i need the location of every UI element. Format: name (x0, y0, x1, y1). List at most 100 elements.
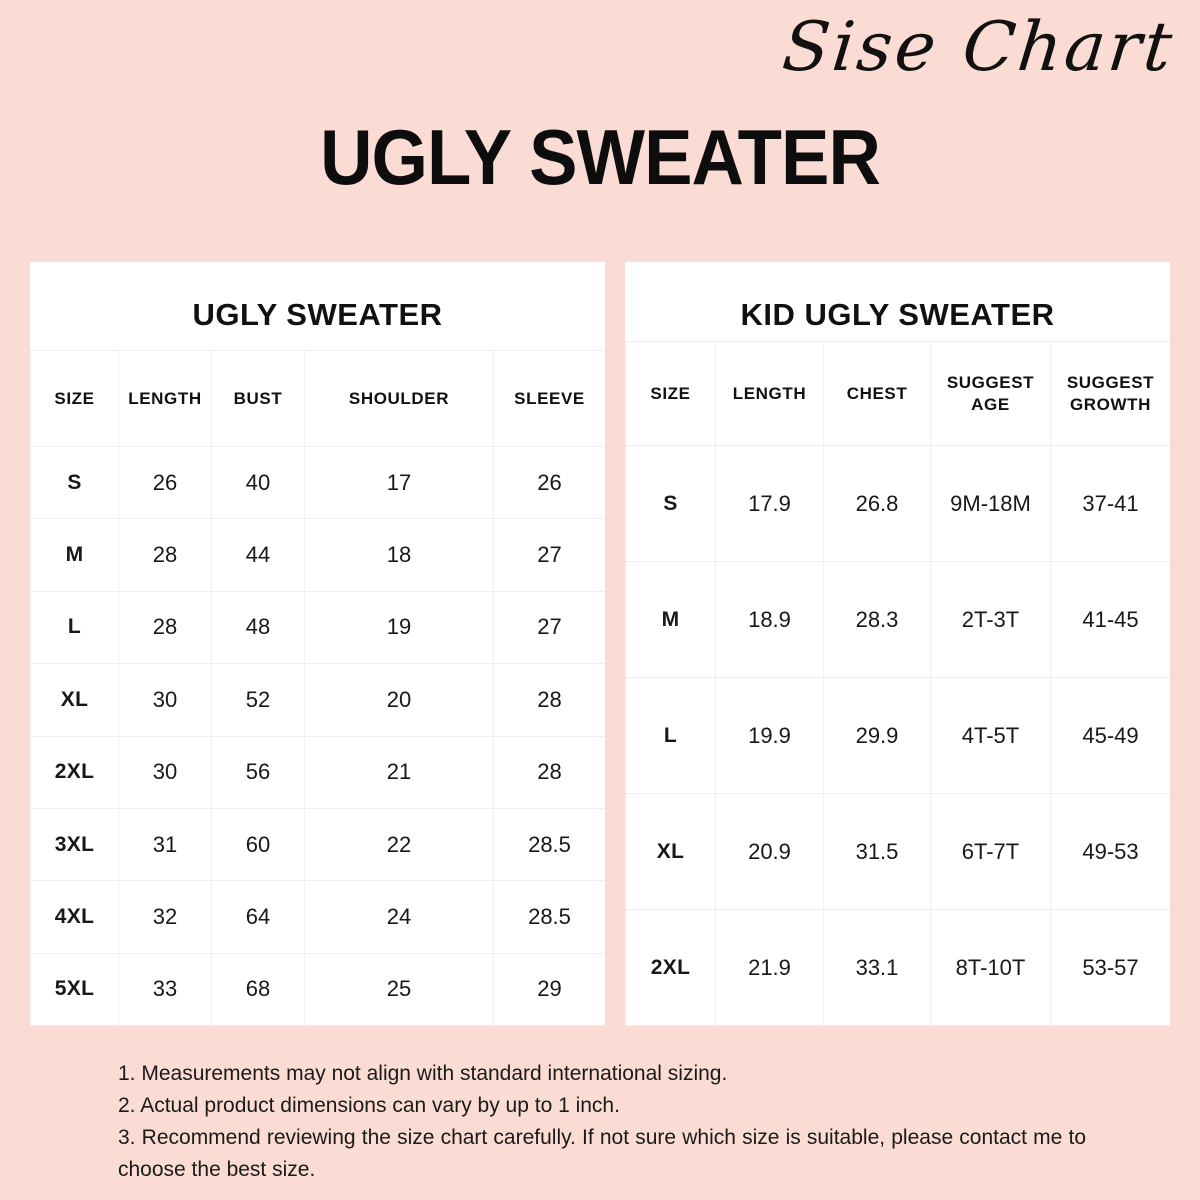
adult-size-table: SIZE LENGTH BUST SHOULDER SLEEVE S 26 40… (30, 350, 605, 1026)
cell-shoulder: 20 (304, 663, 494, 737)
kid-header-chest: CHEST (823, 341, 931, 446)
cell-suggest-growth: 53-57 (1050, 909, 1170, 1026)
cell-size: M (30, 518, 119, 592)
cell-size: 5XL (30, 952, 119, 1026)
cell-suggest-growth: 45-49 (1050, 677, 1170, 794)
table-row: 3XL 31 60 22 28.5 (30, 807, 605, 882)
kid-header-suggest-age: SUGGEST AGE (930, 341, 1051, 446)
adult-table-head: SIZE LENGTH BUST SHOULDER SLEEVE (30, 350, 605, 447)
kid-table-head: SIZE LENGTH CHEST SUGGEST AGE SUGGEST GR… (625, 341, 1170, 446)
page-title: UGLY SWEATER (320, 113, 881, 201)
cell-chest: 28.3 (823, 561, 931, 678)
cell-length: 21.9 (715, 909, 824, 1026)
cell-shoulder: 19 (304, 590, 494, 665)
cell-length: 17.9 (715, 445, 824, 562)
cell-suggest-growth: 41-45 (1050, 561, 1170, 678)
size-chart-cards: UGLY SWEATER SIZE LENGTH BUST SHOULDER S… (30, 262, 1170, 1026)
script-heading: Sise Chart (778, 8, 1179, 87)
adult-header-shoulder: SHOULDER (304, 350, 494, 447)
cell-size: 4XL (30, 880, 119, 954)
cell-suggest-age: 2T-3T (930, 561, 1051, 678)
kid-header-suggest-age-line1: SUGGEST (946, 373, 1035, 393)
cell-bust: 40 (211, 445, 305, 520)
cell-shoulder: 18 (304, 518, 494, 592)
kid-size-table: SIZE LENGTH CHEST SUGGEST AGE SUGGEST GR… (625, 341, 1170, 1026)
cell-length: 26 (118, 445, 212, 520)
kid-header-suggest-growth-line1: SUGGEST (1066, 373, 1155, 393)
cell-shoulder: 24 (304, 880, 494, 954)
cell-sleeve: 27 (493, 518, 605, 592)
adult-header-bust: BUST (211, 350, 305, 447)
footer-notes: 1. Measurements may not align with stand… (118, 1058, 1086, 1186)
cell-size: 2XL (30, 735, 119, 809)
adult-header-length: LENGTH (118, 350, 212, 447)
cell-size: S (30, 445, 119, 520)
cell-shoulder: 25 (304, 952, 494, 1026)
cell-sleeve: 26 (493, 445, 605, 520)
kid-header-size: SIZE (625, 341, 716, 446)
cell-suggest-age: 4T-5T (930, 677, 1051, 794)
cell-sleeve: 28 (493, 663, 605, 737)
adult-table-body: S 26 40 17 26 M 28 44 18 27 L 28 48 (30, 445, 605, 1026)
footer-note-1: 1. Measurements may not align with stand… (118, 1062, 728, 1085)
cell-length: 30 (118, 663, 212, 737)
footer-note-2: 2. Actual product dimensions can vary by… (118, 1093, 620, 1117)
adult-header-sleeve: SLEEVE (493, 350, 605, 447)
cell-bust: 48 (211, 590, 305, 665)
cell-length: 20.9 (715, 793, 824, 910)
cell-suggest-age: 9M-18M (930, 445, 1051, 562)
cell-suggest-growth: 49-53 (1050, 793, 1170, 910)
cell-chest: 33.1 (823, 909, 931, 1026)
cell-suggest-growth: 37-41 (1050, 445, 1170, 562)
cell-size: 2XL (625, 909, 716, 1026)
kid-header-suggest-growth: SUGGEST GROWTH (1050, 341, 1170, 446)
adult-size-chart-card: UGLY SWEATER SIZE LENGTH BUST SHOULDER S… (30, 262, 605, 1026)
kid-size-chart-card: KID UGLY SWEATER SIZE LENGTH CHEST SUGGE… (625, 262, 1170, 1026)
cell-suggest-age: 8T-10T (930, 909, 1051, 1026)
kid-header-length: LENGTH (715, 341, 824, 446)
table-row: 4XL 32 64 24 28.5 (30, 880, 605, 954)
cell-length: 19.9 (715, 677, 824, 794)
cell-length: 32 (118, 880, 212, 954)
cell-bust: 60 (211, 807, 305, 882)
adult-table-title: UGLY SWEATER (192, 297, 443, 332)
cell-sleeve: 28 (493, 735, 605, 809)
table-row: M 18.9 28.3 2T-3T 41-45 (625, 561, 1170, 678)
kid-header-suggest-age-line2: AGE (971, 394, 1010, 414)
table-row: 2XL 30 56 21 28 (30, 735, 605, 809)
kid-table-body: S 17.9 26.8 9M-18M 37-41 M 18.9 28.3 2T-… (625, 445, 1170, 1026)
cell-size: M (625, 561, 716, 678)
cell-size: XL (30, 663, 119, 737)
kid-header-suggest-growth-line2: GROWTH (1069, 394, 1152, 414)
adult-header-size: SIZE (30, 350, 119, 447)
cell-suggest-age: 6T-7T (930, 793, 1051, 910)
table-row: S 17.9 26.8 9M-18M 37-41 (625, 445, 1170, 562)
cell-size: L (625, 677, 716, 794)
table-row: S 26 40 17 26 (30, 445, 605, 520)
table-row: XL 20.9 31.5 6T-7T 49-53 (625, 793, 1170, 910)
table-row: M 28 44 18 27 (30, 518, 605, 592)
cell-chest: 26.8 (823, 445, 931, 562)
cell-bust: 44 (211, 518, 305, 592)
cell-length: 18.9 (715, 561, 824, 678)
cell-size: XL (625, 793, 716, 910)
cell-length: 30 (118, 735, 212, 809)
cell-bust: 68 (211, 952, 305, 1026)
cell-chest: 29.9 (823, 677, 931, 794)
table-row: 2XL 21.9 33.1 8T-10T 53-57 (625, 909, 1170, 1026)
table-row: 5XL 33 68 25 29 (30, 952, 605, 1026)
cell-shoulder: 22 (304, 807, 494, 882)
cell-length: 28 (118, 518, 212, 592)
kid-header-row: SIZE LENGTH CHEST SUGGEST AGE SUGGEST GR… (625, 341, 1170, 446)
cell-length: 33 (118, 952, 212, 1026)
cell-bust: 52 (211, 663, 305, 737)
footer-note-3: 3. Recommend reviewing the size chart ca… (118, 1125, 1086, 1181)
cell-length: 31 (118, 807, 212, 882)
cell-size: 3XL (30, 807, 119, 882)
cell-length: 28 (118, 590, 212, 665)
cell-bust: 64 (211, 880, 305, 954)
cell-sleeve: 28.5 (493, 880, 605, 954)
cell-sleeve: 28.5 (493, 807, 605, 882)
table-row: L 19.9 29.9 4T-5T 45-49 (625, 677, 1170, 794)
kid-table-title: KID UGLY SWEATER (740, 297, 1055, 332)
